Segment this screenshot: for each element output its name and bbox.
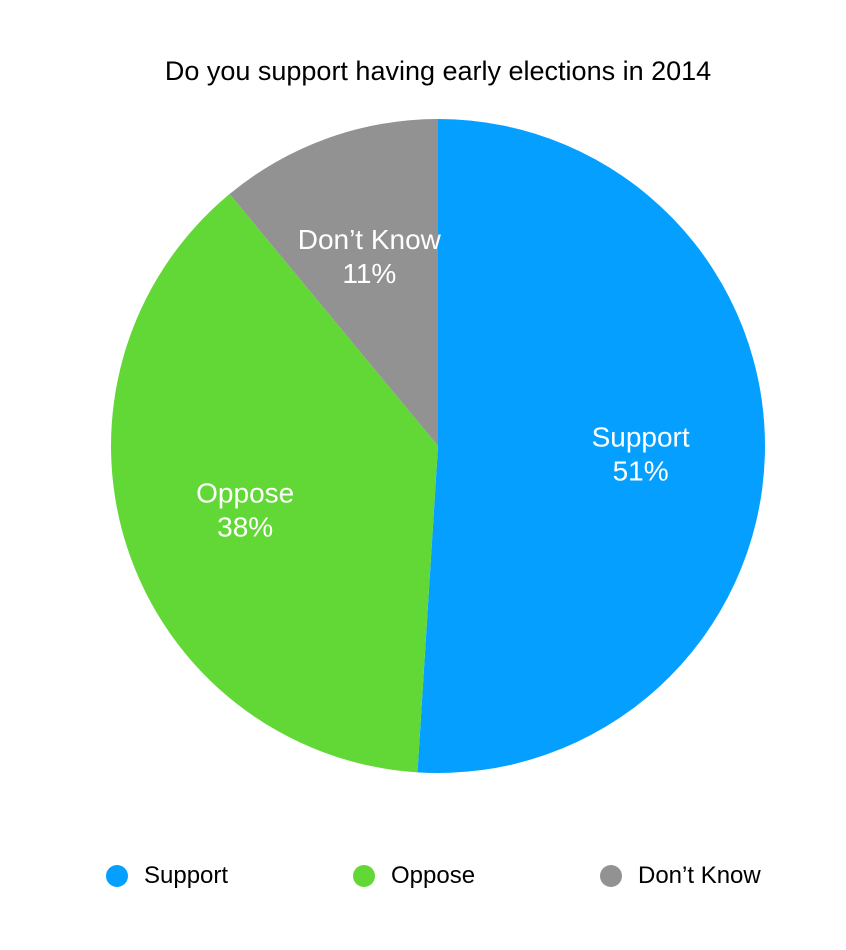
chart-legend: Support Oppose Don’t Know bbox=[0, 858, 846, 894]
legend-swatch-dont-know bbox=[600, 865, 622, 887]
slice-label-oppose: Oppose bbox=[196, 478, 294, 509]
legend-label-dont-know: Don’t Know bbox=[638, 862, 761, 889]
legend-label-oppose: Oppose bbox=[391, 862, 476, 889]
slice-label-dont-know: Don’t Know bbox=[298, 224, 442, 255]
slice-value-dont-know: 11% bbox=[342, 258, 396, 289]
slice-value-support: 51% bbox=[613, 455, 669, 486]
slice-label-support: Support bbox=[592, 421, 690, 452]
pie-slice-oppose bbox=[111, 194, 438, 773]
chart-title: Do you support having early elections in… bbox=[164, 56, 712, 86]
pie-slice-dont-know bbox=[229, 119, 438, 446]
slice-value-oppose: 38% bbox=[217, 512, 273, 543]
legend-label-support: Support bbox=[144, 862, 229, 889]
legend-swatch-oppose bbox=[353, 865, 375, 887]
legend-item-dont-know: Don’t Know bbox=[600, 858, 761, 894]
pie-slice-support bbox=[417, 119, 766, 773]
legend-swatch-support bbox=[106, 865, 128, 887]
legend-item-support: Support bbox=[106, 858, 228, 894]
legend-item-oppose: Oppose bbox=[353, 858, 475, 894]
